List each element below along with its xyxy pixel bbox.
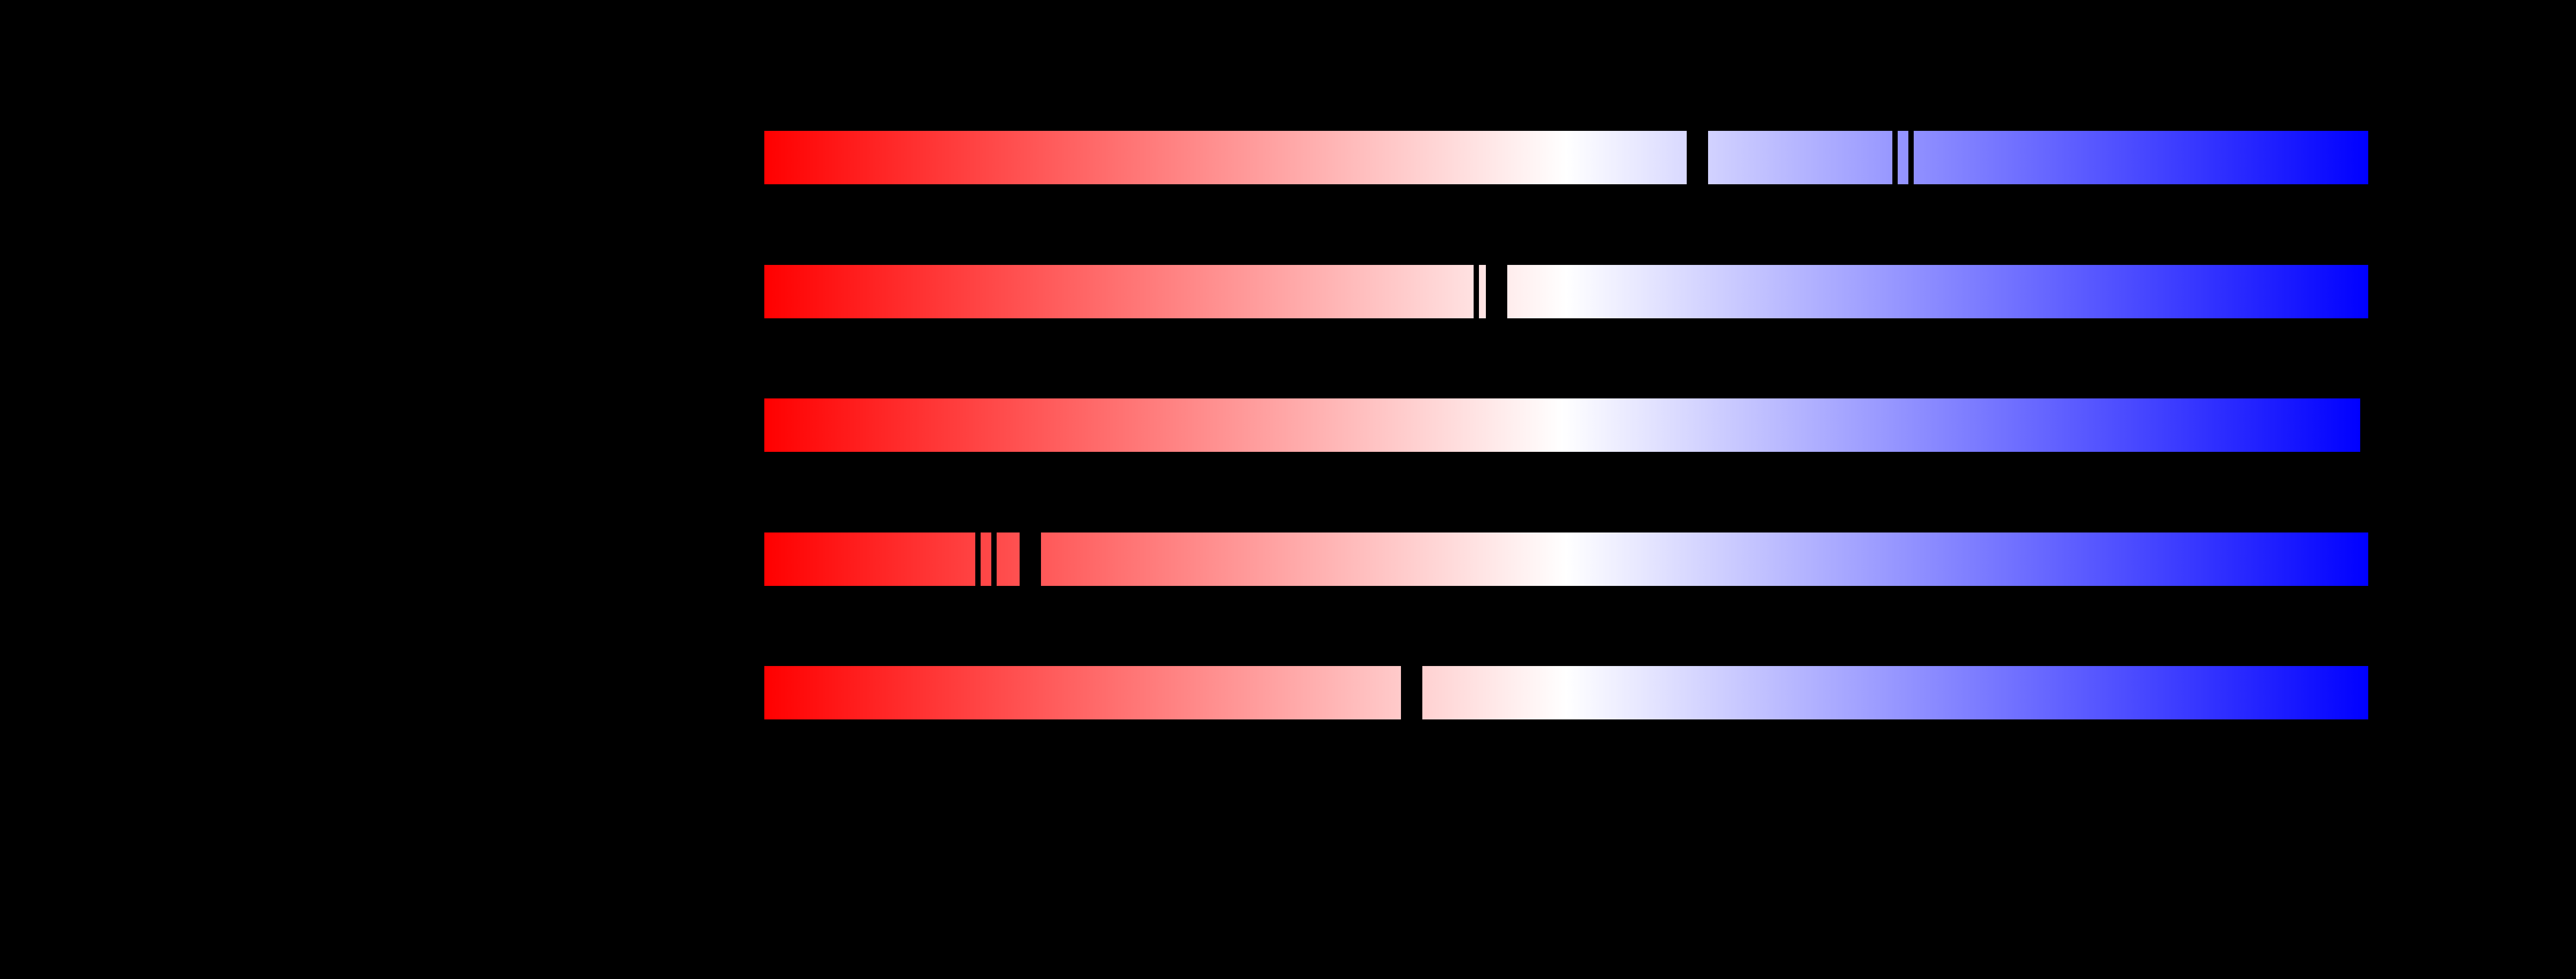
thin-tick-mark: [1908, 130, 1914, 185]
thin-tick-mark: [991, 531, 997, 586]
thin-tick-mark: [1474, 264, 1479, 319]
thick-tick-mark: [1687, 130, 1708, 185]
gradient-bar-row-1: [764, 130, 2368, 185]
thick-tick-mark: [1020, 531, 1041, 586]
gradient-bar-row-2: [764, 264, 2368, 319]
gradient-bar-row-3: [764, 398, 2360, 452]
thin-tick-mark: [975, 531, 981, 586]
gradient-bar-row-4: [764, 531, 2368, 586]
gradient-bar-row-5: [764, 665, 2368, 720]
thick-tick-mark: [1486, 264, 1507, 319]
thin-tick-mark: [1892, 130, 1898, 185]
thick-tick-mark: [1401, 665, 1422, 720]
